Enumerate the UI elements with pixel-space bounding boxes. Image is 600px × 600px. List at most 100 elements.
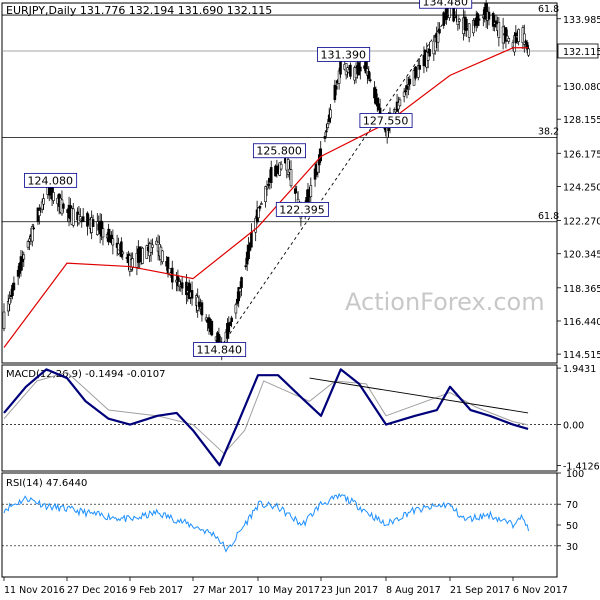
- candle-body: [178, 281, 181, 287]
- candle-body: [40, 201, 44, 210]
- price-axis-label: 132.115: [563, 47, 600, 58]
- price-layer: 61.8 38.2 61.8 134.480 131.390 127.550 125.800…: [2, 0, 559, 361]
- candle-body: [250, 231, 253, 248]
- x-axis-label: 27 Mar 2017: [193, 585, 253, 596]
- candle-body: [6, 301, 10, 312]
- fib-level-label: 38.2: [538, 126, 559, 137]
- rsi-title: RSI(14) 47.6440: [6, 478, 87, 489]
- rsi-layer: [2, 492, 557, 553]
- candle-body: [149, 243, 153, 253]
- axis-layer: 133.985 132.115 130.080 128.155 126.175 124.2…: [3, 15, 600, 596]
- candle-body: [517, 29, 520, 42]
- price-axis-label: 124.250: [563, 182, 600, 193]
- candle-body: [30, 226, 34, 242]
- candle-body: [38, 210, 41, 216]
- candle-body: [337, 70, 341, 84]
- candle-body: [507, 38, 511, 42]
- candle-body: [9, 294, 13, 297]
- candle-body: [286, 159, 290, 175]
- candle-body: [329, 109, 332, 119]
- candle-body: [334, 85, 338, 90]
- candle-body: [161, 250, 164, 263]
- price-axis-label: 128.155: [563, 115, 600, 126]
- candle-body: [117, 243, 120, 255]
- candle-body: [527, 48, 530, 56]
- candle-body: [426, 52, 430, 61]
- price-label-box: [419, 0, 473, 9]
- candle-body: [358, 66, 362, 72]
- price-label-box: [359, 113, 413, 129]
- candle-body: [402, 91, 406, 97]
- price-axis-label: 133.985: [563, 15, 600, 26]
- price-label-box: [252, 143, 306, 159]
- macd-panel-frame: [1, 364, 558, 472]
- candle-body: [513, 35, 516, 53]
- candle-body: [227, 322, 231, 333]
- candle-body: [228, 322, 232, 326]
- candle-body: [267, 184, 270, 186]
- candle-body: [131, 258, 134, 268]
- candle-body: [368, 79, 372, 82]
- candle-body: [204, 317, 208, 321]
- rsi-axis-label: 30: [566, 542, 578, 553]
- candle-body: [28, 238, 31, 242]
- candle-body: [12, 282, 16, 291]
- candle-body: [101, 228, 105, 238]
- candle-body: [235, 298, 239, 304]
- candle-body: [491, 13, 495, 27]
- candle-body: [416, 65, 420, 78]
- watermark: ActionForex.com: [345, 288, 545, 316]
- candle-body: [438, 28, 441, 34]
- fib-level-label: 61.8: [538, 211, 559, 222]
- candle-body: [349, 64, 352, 77]
- rsi-line: [3, 492, 530, 553]
- moving-average-line: [3, 47, 529, 348]
- candle-body: [323, 136, 327, 139]
- candle-body: [238, 288, 242, 293]
- candle-body: [428, 49, 431, 57]
- candle-body: [81, 216, 85, 222]
- candle-body: [477, 18, 481, 21]
- price-panel-frame: [1, 2, 558, 364]
- price-label-text: 131.390: [321, 48, 367, 61]
- macd-signal-line: [3, 371, 529, 455]
- candle-body: [141, 247, 144, 264]
- price-axis-label: 120.345: [563, 250, 600, 261]
- x-axis-label: 9 Feb 2017: [130, 585, 183, 596]
- candle-body: [374, 88, 378, 105]
- candle-body: [269, 167, 273, 184]
- candle-body: [333, 84, 337, 101]
- candle-body: [279, 163, 283, 170]
- macd-axis-label: 0.00: [563, 421, 584, 432]
- candle-body: [418, 65, 421, 70]
- candle-body: [254, 217, 257, 233]
- candle-body: [42, 198, 45, 205]
- macd-trendline: [309, 377, 529, 414]
- candle-body: [467, 23, 471, 38]
- candle-body: [71, 208, 75, 226]
- candle-body: [375, 97, 379, 107]
- price-label-box: [24, 172, 78, 188]
- last-price-box: [557, 43, 599, 59]
- candle-body: [22, 254, 26, 260]
- candle-body: [316, 161, 320, 173]
- candle-body: [448, 6, 451, 18]
- candle-body: [26, 241, 30, 248]
- candle-body: [258, 206, 262, 209]
- macd-layer: [2, 368, 557, 467]
- price-axis-label: 122.270: [563, 217, 600, 228]
- candle-body: [32, 227, 35, 230]
- candle-body: [377, 103, 380, 111]
- candle-body: [52, 192, 55, 201]
- candle-body: [234, 304, 238, 314]
- candle-body: [200, 302, 204, 316]
- candle-body: [107, 228, 110, 243]
- candle-body: [237, 287, 241, 302]
- x-axis-label: 6 Nov 2017: [513, 585, 568, 596]
- candle-body: [465, 18, 468, 31]
- rsi-axis-label: 100: [566, 469, 584, 480]
- price-label-box: [193, 342, 247, 357]
- candle-body: [484, 3, 488, 20]
- candle-body: [187, 282, 191, 299]
- macd-line: [3, 368, 529, 467]
